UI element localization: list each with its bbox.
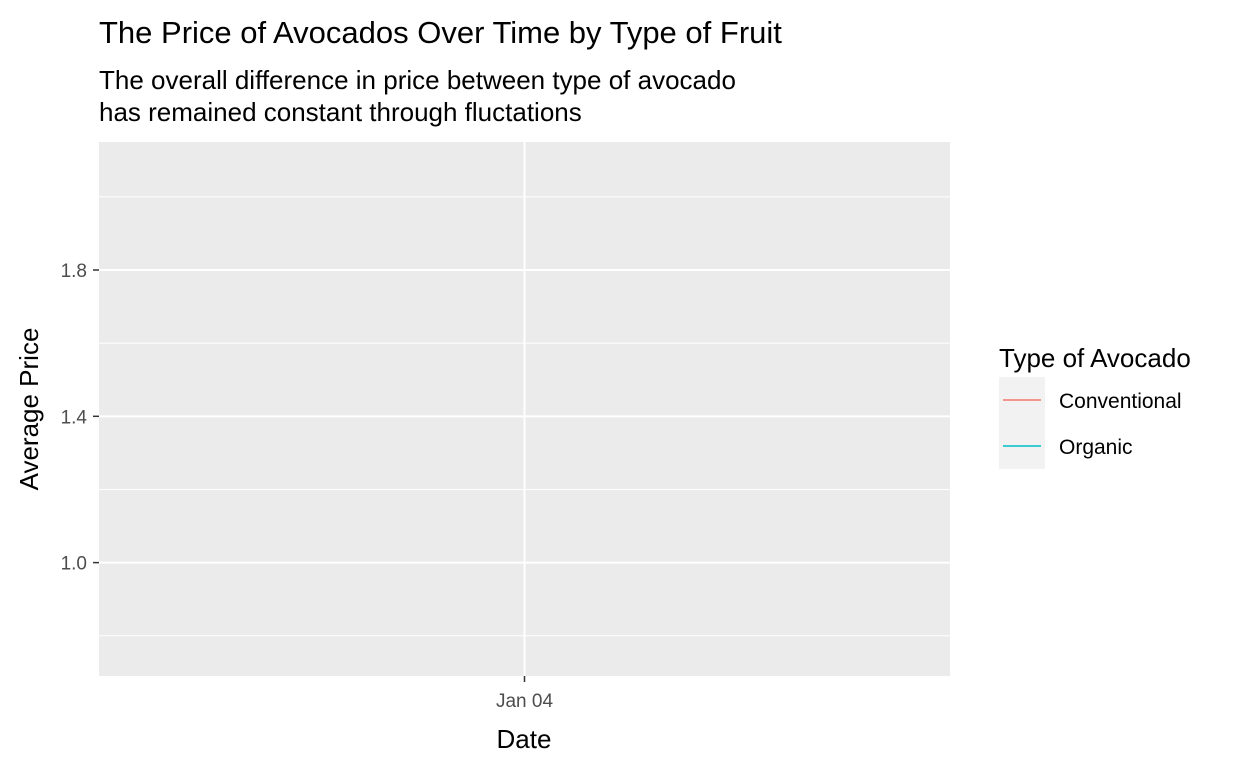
y-tick-label: 1.4	[61, 407, 88, 428]
legend-label: Organic	[1059, 436, 1133, 459]
x-tick-label: Jan 04	[496, 691, 553, 712]
legend: Type of Avocado Conventional Organic	[999, 343, 1191, 469]
y-axis: 1.0 1.4 1.8	[61, 261, 99, 575]
chart-title: The Price of Avocados Over Time by Type …	[99, 15, 782, 50]
legend-keys: Conventional Organic	[999, 377, 1182, 469]
legend-label: Conventional	[1059, 390, 1182, 413]
grid-lines	[99, 142, 950, 676]
legend-item-conventional: Conventional	[999, 377, 1182, 423]
y-axis-title: Average Price	[14, 328, 44, 491]
y-tick-label: 1.8	[61, 261, 87, 282]
x-axis: Jan 04	[496, 676, 553, 712]
x-axis-title: Date	[497, 724, 552, 754]
legend-item-organic: Organic	[999, 423, 1133, 469]
chart-subtitle-line-1: The overall difference in price between …	[99, 65, 736, 95]
legend-title: Type of Avocado	[999, 343, 1191, 373]
y-tick-label: 1.0	[61, 554, 87, 575]
chart-subtitle-line-2: has remained constant through fluctation…	[99, 97, 582, 127]
